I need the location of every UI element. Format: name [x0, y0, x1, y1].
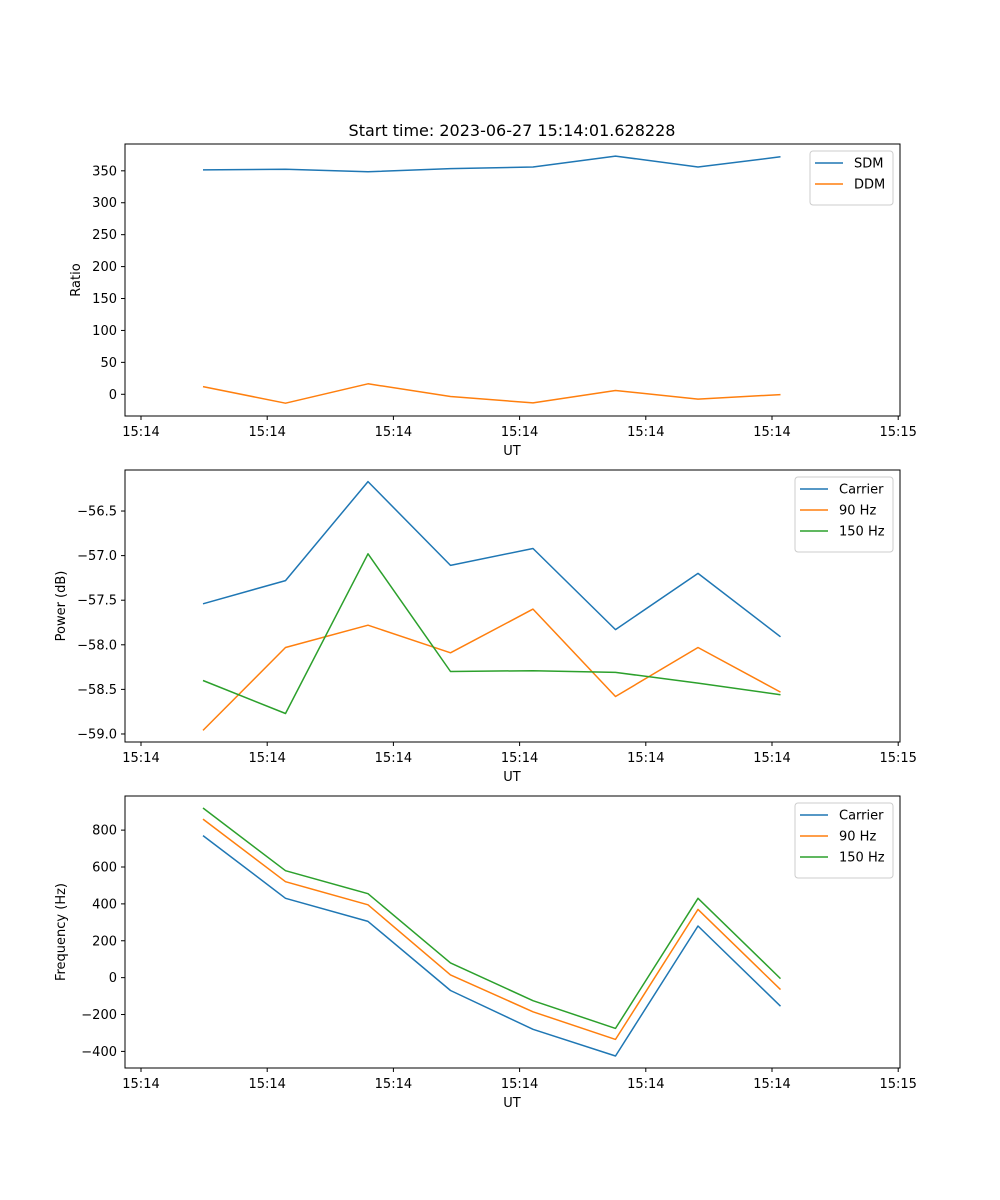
legend-label-sdm: SDM [854, 157, 883, 172]
legend-box [794, 476, 894, 553]
legend-label-90-hz: 90 Hz [839, 830, 876, 845]
y-tick-label: −400 [81, 1045, 117, 1060]
y-tick-label: 800 [92, 824, 117, 839]
y-tick-label: 100 [92, 324, 117, 339]
y-axis-label: Ratio [69, 263, 84, 296]
legend-box [809, 150, 894, 206]
axes-frame [124, 469, 901, 743]
axes-frame [124, 143, 901, 417]
y-tick-label: 300 [92, 196, 117, 211]
y-tick-label: 250 [92, 228, 117, 243]
x-axis-label: UT [503, 1096, 521, 1111]
series-line-150-hz [202, 553, 781, 715]
x-tick-label: 15:14 [753, 1077, 790, 1092]
y-tick-label: −59.0 [77, 727, 117, 742]
series-line-150-hz [202, 807, 782, 1030]
x-tick-label: 15:15 [879, 1077, 916, 1092]
x-tick-label: 15:14 [753, 751, 790, 766]
power-panel: 15:14 15:14 15:14 15:14 15:14 15:14 15:15 −59.0… [54, 469, 917, 785]
x-tick-label: 15:14 [248, 751, 285, 766]
x-tick-label: 15:14 [122, 751, 159, 766]
frequency-panel: 15:14 15:14 15:14 15:14 15:14 15:14 15:15 −400 −… [54, 795, 917, 1111]
x-tick-label: 15:14 [753, 425, 790, 440]
legend-label-ddm: DDM [854, 178, 885, 193]
y-tick-label: −57.0 [77, 549, 117, 564]
series-line-sdm [202, 155, 781, 173]
axes-frame [124, 795, 901, 1069]
y-tick-label: 200 [92, 934, 117, 949]
y-tick-label: −56.5 [77, 505, 117, 520]
x-tick-label: 15:14 [248, 1077, 285, 1092]
legend-label-90-hz: 90 Hz [839, 504, 876, 519]
legend-label-carrier: Carrier [839, 809, 884, 824]
x-tick-label: 15:15 [879, 425, 916, 440]
x-axis-label: UT [503, 770, 521, 785]
x-tick-label: 15:14 [375, 751, 412, 766]
y-tick-label: 400 [92, 897, 117, 912]
x-tick-label: 15:14 [122, 425, 159, 440]
y-tick-label: 600 [92, 860, 117, 875]
x-tick-label: 15:14 [248, 425, 285, 440]
legend-label-carrier: Carrier [839, 483, 884, 498]
y-tick-label: 350 [92, 164, 117, 179]
y-tick-label: 0 [109, 971, 117, 986]
series-line-carrier [202, 835, 782, 1057]
y-tick-label: 50 [100, 356, 117, 371]
x-tick-label: 15:14 [122, 1077, 159, 1092]
x-tick-label: 15:14 [501, 751, 538, 766]
series-line-90-hz [202, 818, 782, 1041]
x-axis-label: UT [503, 444, 521, 459]
x-tick-label: 15:14 [627, 1077, 664, 1092]
y-tick-label: −58.0 [77, 638, 117, 653]
x-tick-label: 15:15 [879, 751, 916, 766]
x-tick-label: 15:14 [501, 1077, 538, 1092]
y-tick-label: −57.5 [77, 594, 117, 609]
figure-title: Start time: 2023-06-27 15:14:01.628228 [349, 121, 676, 140]
legend-label-150-hz: 150 Hz [839, 525, 885, 540]
series-line-carrier [202, 480, 781, 638]
y-axis-label: Power (dB) [54, 571, 69, 642]
y-axis-label: Frequency (Hz) [54, 883, 69, 981]
legend-label-150-hz: 150 Hz [839, 851, 885, 866]
ratio-panel: 15:14 15:14 15:14 15:14 15:14 15:14 15:15 0 50 10… [69, 143, 917, 459]
x-tick-label: 15:14 [375, 425, 412, 440]
legend-box [794, 802, 894, 879]
x-tick-label: 15:14 [501, 425, 538, 440]
x-tick-label: 15:14 [375, 1077, 412, 1092]
y-tick-label: −58.5 [77, 683, 117, 698]
x-tick-label: 15:14 [627, 425, 664, 440]
y-tick-label: 0 [109, 388, 117, 403]
y-tick-label: 150 [92, 292, 117, 307]
series-line-90-hz [202, 608, 781, 731]
series-line-ddm [202, 383, 781, 404]
y-tick-label: 200 [92, 260, 117, 275]
y-tick-label: −200 [81, 1008, 117, 1023]
x-tick-label: 15:14 [627, 751, 664, 766]
